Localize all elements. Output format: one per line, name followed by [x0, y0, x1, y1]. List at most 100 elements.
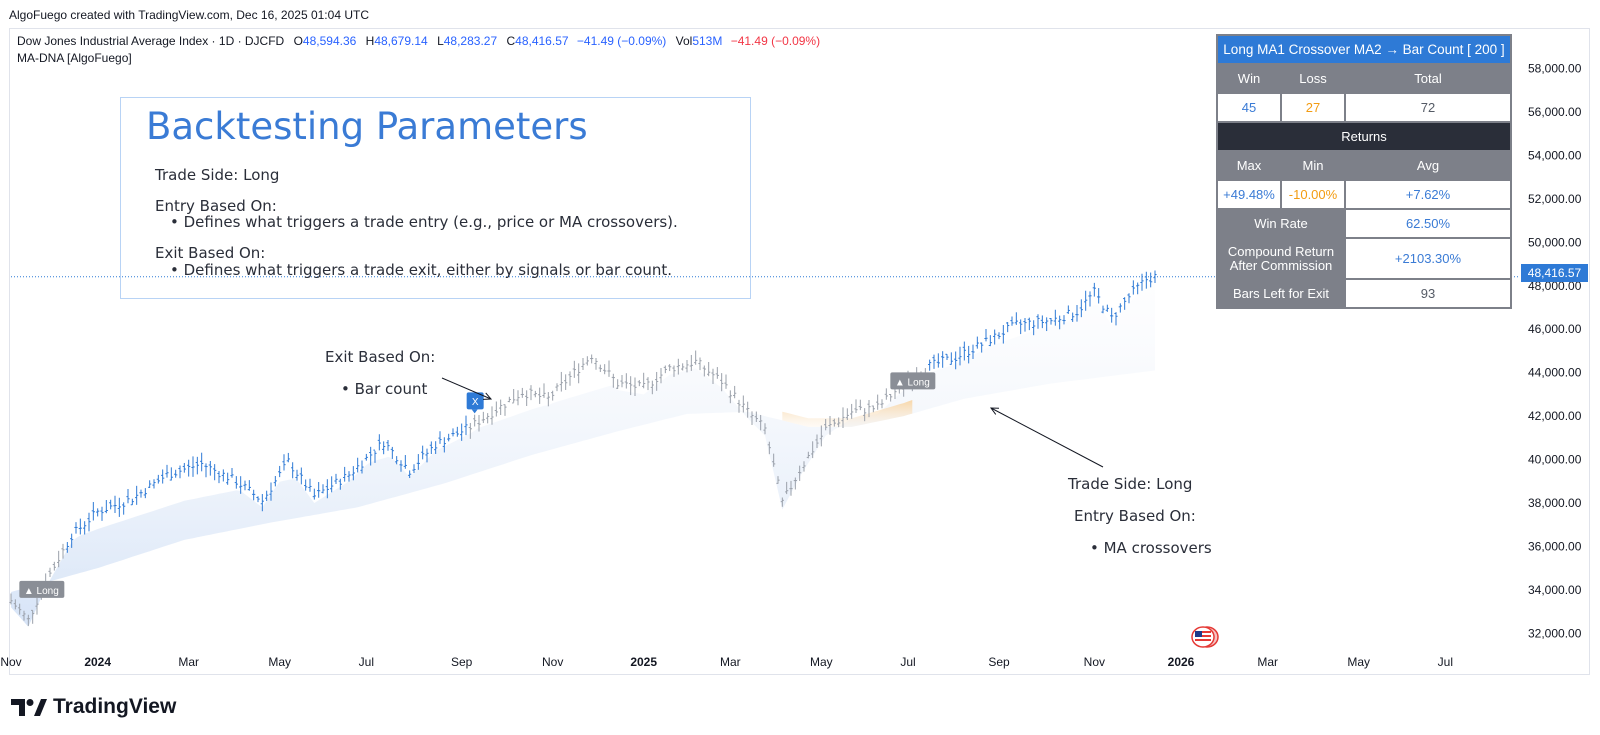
y-tick-label: 40,000.00: [1528, 453, 1582, 467]
price-change: −41.49 (−0.09%): [576, 34, 667, 48]
bars-left-value: 93: [1344, 278, 1512, 309]
long-signal-label: ▲ Long: [24, 586, 59, 597]
exit-annotation-arrow: [441, 377, 492, 400]
long-signal-marker: [890, 372, 936, 390]
entry-annotation-arrow-head: [989, 407, 1000, 415]
brand-name: TradingView: [53, 695, 177, 718]
note-entry-title: Entry Based On:: [1074, 507, 1196, 525]
close-label: C: [506, 34, 516, 48]
loss-label: Loss: [1280, 63, 1346, 94]
last-price-tag: 48,416.57: [1521, 264, 1588, 282]
x-tick-label: 2026: [1168, 655, 1195, 669]
y-tick-label: 38,000.00: [1528, 496, 1582, 510]
open-value: 48,594.36: [302, 34, 357, 48]
indicator-legend[interactable]: MA-DNA [AlgoFuego]: [17, 51, 132, 65]
high-label: H: [365, 34, 375, 48]
compound-label: Compound Return After Commission: [1216, 237, 1346, 280]
y-tick-label: 58,000.00: [1528, 62, 1582, 76]
y-tick-label: 32,000.00: [1528, 626, 1582, 640]
x-tick-label: May: [268, 655, 291, 669]
entry-annotation-arrow: [990, 407, 1104, 468]
x-tick-label: Jul: [359, 655, 374, 669]
winrate-value: 62.50%: [1344, 208, 1512, 239]
exit-signal-marker: [466, 392, 484, 410]
y-tick-label: 36,000.00: [1528, 539, 1582, 553]
max-value: +49.48%: [1216, 179, 1282, 210]
x-tick-label: Nov: [0, 655, 21, 669]
x-tick-label: Sep: [451, 655, 473, 669]
win-label: Win: [1216, 63, 1282, 94]
x-tick-label: Nov: [542, 655, 563, 669]
winrate-label: Win Rate: [1216, 208, 1346, 239]
x-tick-label: Mar: [720, 655, 741, 669]
bt-entry-label: Entry Based On:: [155, 197, 277, 215]
x-tick-label: Nov: [1084, 655, 1105, 669]
x-tick-label: Mar: [178, 655, 199, 669]
win-value: 45: [1216, 92, 1282, 123]
x-tick-label: Mar: [1257, 655, 1278, 669]
loss-value: 27: [1280, 92, 1346, 123]
backtest-title: Backtesting Parameters: [146, 105, 588, 148]
compound-label-line2: After Commission: [1229, 257, 1333, 273]
volume-change: −41.49 (−0.09%): [730, 34, 821, 48]
avg-label: Avg: [1344, 150, 1512, 181]
open-label: O: [293, 34, 303, 48]
bt-exit-label: Exit Based On:: [155, 244, 266, 262]
long-signal-label: ▲ Long: [895, 377, 930, 388]
total-label: Total: [1344, 63, 1512, 94]
y-tick-label: 44,000.00: [1528, 366, 1582, 380]
x-tick-label: Jul: [1438, 655, 1453, 669]
ma-band-blue: [11, 283, 1155, 627]
exit-signal-label: X: [472, 397, 479, 408]
x-tick-label: Jul: [900, 655, 915, 669]
high-value: 48,679.14: [374, 34, 428, 48]
us-flag-icon[interactable]: [1191, 626, 1219, 648]
note-trade-side: Trade Side: Long: [1068, 475, 1193, 493]
exit-annotation-arrow-head: [482, 392, 493, 400]
y-tick-label: 52,000.00: [1528, 192, 1582, 206]
bars-left-label: Bars Left for Exit: [1216, 278, 1346, 309]
ma-band-orange: [782, 400, 913, 427]
low-label: L: [437, 34, 444, 48]
note-exit-title: Exit Based On:: [325, 348, 436, 366]
total-value: 72: [1344, 92, 1512, 123]
bt-entry-desc: • Defines what triggers a trade entry (e…: [170, 213, 678, 231]
y-tick-label: 34,000.00: [1528, 583, 1582, 597]
stats-header: Long MA1 Crossover MA2 → Bar Count [ 200…: [1216, 34, 1512, 65]
x-tick-label: May: [810, 655, 833, 669]
symbol-legend: Dow Jones Industrial Average Index · 1D …: [17, 34, 820, 48]
exit-signal-pointer: [471, 409, 478, 414]
close-value: 48,416.57: [515, 34, 569, 48]
y-tick-label: 42,000.00: [1528, 409, 1582, 423]
compound-value: +2103.30%: [1344, 237, 1512, 280]
chart-frame: [9, 28, 1590, 675]
x-tick-label: 2025: [630, 655, 657, 669]
tradingview-logo[interactable]: TradingView: [11, 695, 176, 719]
min-label: Min: [1280, 150, 1346, 181]
low-value: 48,283.27: [443, 34, 498, 48]
volume-value: 513M: [692, 34, 723, 48]
author-credit: AlgoFuego created with TradingView.com, …: [9, 8, 369, 22]
y-tick-label: 46,000.00: [1528, 322, 1582, 336]
tradingview-logo-icon: [11, 698, 47, 716]
long-signal-marker: [19, 580, 65, 598]
y-tick-label: 48,000.00: [1528, 279, 1582, 293]
volume-label: Vol: [675, 34, 693, 48]
bt-trade-side: Trade Side: Long: [155, 166, 280, 184]
compound-label-line1: Compound Return: [1227, 243, 1335, 259]
x-tick-label: 2024: [84, 655, 111, 669]
avg-value: +7.62%: [1344, 179, 1512, 210]
y-tick-label: 54,000.00: [1528, 148, 1582, 162]
max-label: Max: [1216, 150, 1282, 181]
bt-exit-desc: • Defines what triggers a trade exit, ei…: [170, 261, 673, 279]
y-tick-label: 50,000.00: [1528, 235, 1582, 249]
x-tick-label: Sep: [988, 655, 1010, 669]
min-value: -10.00%: [1280, 179, 1346, 210]
returns-label: Returns: [1216, 121, 1512, 152]
note-entry-item: • MA crossovers: [1090, 539, 1212, 557]
symbol-name[interactable]: Dow Jones Industrial Average Index · 1D …: [17, 34, 285, 48]
backtest-parameters-box: [120, 97, 751, 299]
backtest-stats-table: Long MA1 Crossover MA2 → Bar Count [ 200…: [1216, 34, 1512, 309]
note-exit-item: • Bar count: [341, 380, 428, 398]
